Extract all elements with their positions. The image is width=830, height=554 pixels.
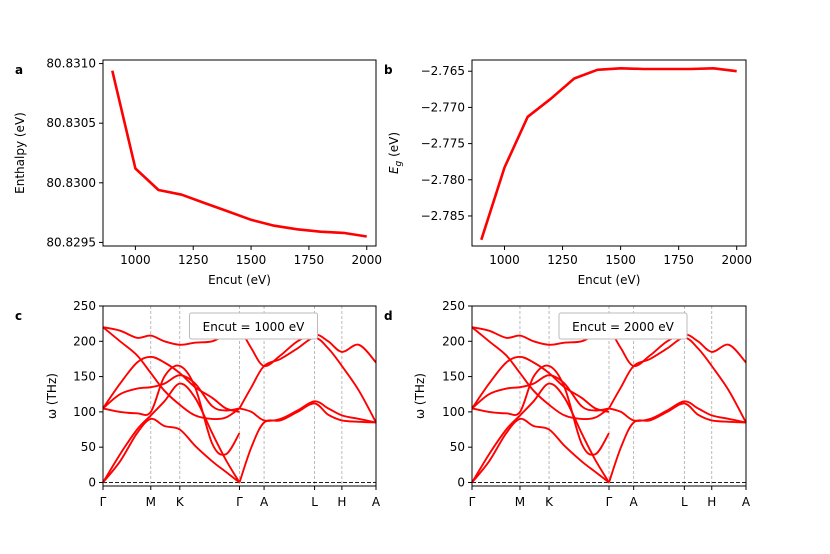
panel-letter: c	[15, 309, 22, 323]
x-tick-label: 1000	[120, 253, 151, 267]
panel-c-phonon-dispersion-chart: 0 50 100 150 200 250 Γ M K Γ A L H Aω (THz) Encut = 10…	[15, 299, 381, 509]
x-tick-label: A	[630, 495, 639, 509]
x-tick-label: K	[545, 495, 554, 509]
y-tick-label: 100	[442, 405, 465, 419]
y-tick-label: 0	[457, 475, 465, 489]
axes-frame	[102, 59, 377, 247]
x-tick-label: Γ	[100, 495, 107, 509]
x-tick-label: 2000	[721, 253, 752, 267]
x-tick-label: 1250	[178, 253, 209, 267]
y-tick-label: −2.765	[421, 64, 465, 78]
x-tick-label: 1250	[547, 253, 578, 267]
y-axis-label: ω (THz)	[45, 373, 59, 419]
y-tick-label: 250	[73, 299, 96, 313]
y-tick-label: 80.8295	[46, 235, 96, 249]
panel-letter: a	[15, 63, 23, 77]
data-series-line	[111, 70, 367, 238]
y-tick-label: 50	[450, 440, 465, 454]
y-tick-label: 80.8300	[46, 176, 96, 190]
x-tick-label: 2000	[351, 253, 382, 267]
x-tick-label: L	[681, 495, 688, 509]
y-tick-label: −2.780	[421, 173, 465, 187]
y-axis-label: Eg (eV)	[387, 132, 404, 174]
x-tick-label: H	[337, 495, 346, 509]
panel-b-bandgap-chart: 1000 1250 1500 1750 2000 −2.785 −2.780 −2.775 −2…	[384, 59, 752, 287]
panel-letter: b	[384, 63, 393, 77]
x-tick-label: 1000	[489, 253, 520, 267]
y-tick-label: 150	[442, 370, 465, 384]
phonon-branch-line	[102, 355, 240, 413]
x-tick-label: M	[515, 495, 525, 509]
x-tick-label: H	[707, 495, 716, 509]
x-axis-label: Encut (eV)	[208, 273, 271, 287]
axes-frame	[471, 59, 747, 247]
x-tick-label: Γ	[469, 495, 476, 509]
y-axis-label: ω (THz)	[413, 373, 427, 419]
phonon-branch-line	[471, 382, 610, 483]
x-tick-label: 1500	[236, 253, 267, 267]
x-tick-label: A	[372, 495, 381, 509]
x-tick-label: Γ	[606, 495, 613, 509]
x-tick-label: L	[311, 495, 318, 509]
x-tick-label: 1500	[605, 253, 636, 267]
y-axis-label-sub: g	[394, 160, 404, 166]
y-tick-label: 200	[73, 334, 96, 348]
x-tick-label: Γ	[236, 495, 243, 509]
y-axis-label-rest: (eV)	[387, 132, 401, 161]
y-tick-label: 80.8310	[46, 57, 96, 71]
y-tick-label: −2.770	[421, 100, 465, 114]
y-axis-label-main: E	[387, 166, 401, 174]
data-series-line	[480, 67, 737, 241]
x-axis-label: Encut (eV)	[578, 273, 641, 287]
phonon-branch-line	[608, 336, 747, 423]
y-tick-label: 80.8305	[46, 116, 96, 130]
phonon-branch-line	[608, 400, 747, 424]
phonon-branch-line	[102, 374, 240, 412]
x-tick-label: A	[742, 495, 751, 509]
phonon-branch-line	[238, 336, 377, 423]
y-tick-label: 100	[73, 405, 96, 419]
y-axis-label: Enthalpy (eV)	[13, 112, 27, 194]
x-tick-label: 1750	[294, 253, 325, 267]
phonon-branch-line	[102, 417, 241, 484]
phonon-branch-line	[238, 402, 377, 483]
panel-d-phonon-dispersion-chart: 0 50 100 150 200 250 Γ M K Γ A L H Aω (THz) Encut = 20…	[384, 299, 751, 509]
y-tick-label: 150	[73, 370, 96, 384]
y-tick-label: −2.775	[421, 137, 465, 151]
x-tick-label: K	[176, 495, 185, 509]
y-tick-label: 200	[442, 334, 465, 348]
y-tick-label: 0	[88, 475, 96, 489]
annotation-text: Encut = 1000 eV	[203, 320, 306, 334]
phonon-branch-line	[471, 374, 610, 412]
x-tick-label: A	[260, 495, 269, 509]
annotation-box	[189, 312, 318, 340]
phonon-branch-line	[102, 326, 241, 421]
phonon-branch-line	[608, 402, 747, 483]
phonon-branch-line	[471, 417, 610, 484]
x-tick-label: 1750	[663, 253, 694, 267]
panel-letter: d	[384, 309, 393, 323]
y-tick-label: 50	[81, 440, 96, 454]
x-tick-label: M	[146, 495, 156, 509]
annotation-box	[558, 312, 688, 340]
panel-a-enthalpy-chart: 1000 1250 1500 1750 2000 80.8295 80.8300 80.830…	[13, 57, 382, 287]
phonon-branch-line	[471, 326, 610, 421]
phonon-branch-line	[239, 400, 377, 424]
y-tick-label: 250	[442, 299, 465, 313]
phonon-branch-line	[102, 382, 241, 483]
phonon-branch-line	[471, 355, 610, 413]
annotation-text: Encut = 2000 eV	[572, 320, 675, 334]
y-tick-label: −2.785	[421, 209, 465, 223]
